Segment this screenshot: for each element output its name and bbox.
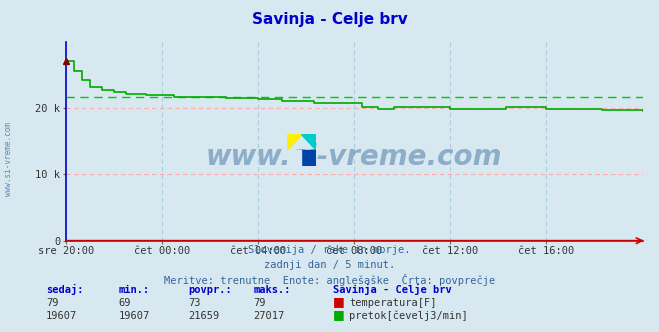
Text: 19607: 19607 <box>46 311 77 321</box>
Text: www.si-vreme.com: www.si-vreme.com <box>4 123 13 196</box>
Text: ■: ■ <box>333 308 345 321</box>
Text: sedaj:: sedaj: <box>46 284 84 295</box>
Text: temperatura[F]: temperatura[F] <box>349 298 437 308</box>
Text: min.:: min.: <box>119 285 150 295</box>
Text: 21659: 21659 <box>188 311 219 321</box>
Text: Meritve: trenutne  Enote: anglešaške  Črta: povprečje: Meritve: trenutne Enote: anglešaške Črta… <box>164 274 495 286</box>
Polygon shape <box>287 134 302 150</box>
Polygon shape <box>302 134 316 150</box>
Text: maks.:: maks.: <box>254 285 291 295</box>
Text: www.si-vreme.com: www.si-vreme.com <box>206 143 502 171</box>
Text: Savinja - Celje brv: Savinja - Celje brv <box>252 12 407 27</box>
Polygon shape <box>287 150 302 166</box>
Text: 79: 79 <box>46 298 59 308</box>
Text: 19607: 19607 <box>119 311 150 321</box>
Text: 27017: 27017 <box>254 311 285 321</box>
Text: ■: ■ <box>333 295 345 308</box>
Text: 69: 69 <box>119 298 131 308</box>
Text: 73: 73 <box>188 298 200 308</box>
Polygon shape <box>302 150 316 166</box>
Text: pretok[čevelj3/min]: pretok[čevelj3/min] <box>349 311 468 321</box>
Text: Slovenija / reke in morje.: Slovenija / reke in morje. <box>248 245 411 255</box>
Text: povpr.:: povpr.: <box>188 285 231 295</box>
Text: zadnji dan / 5 minut.: zadnji dan / 5 minut. <box>264 260 395 270</box>
Text: 79: 79 <box>254 298 266 308</box>
Text: Savinja - Celje brv: Savinja - Celje brv <box>333 284 451 295</box>
